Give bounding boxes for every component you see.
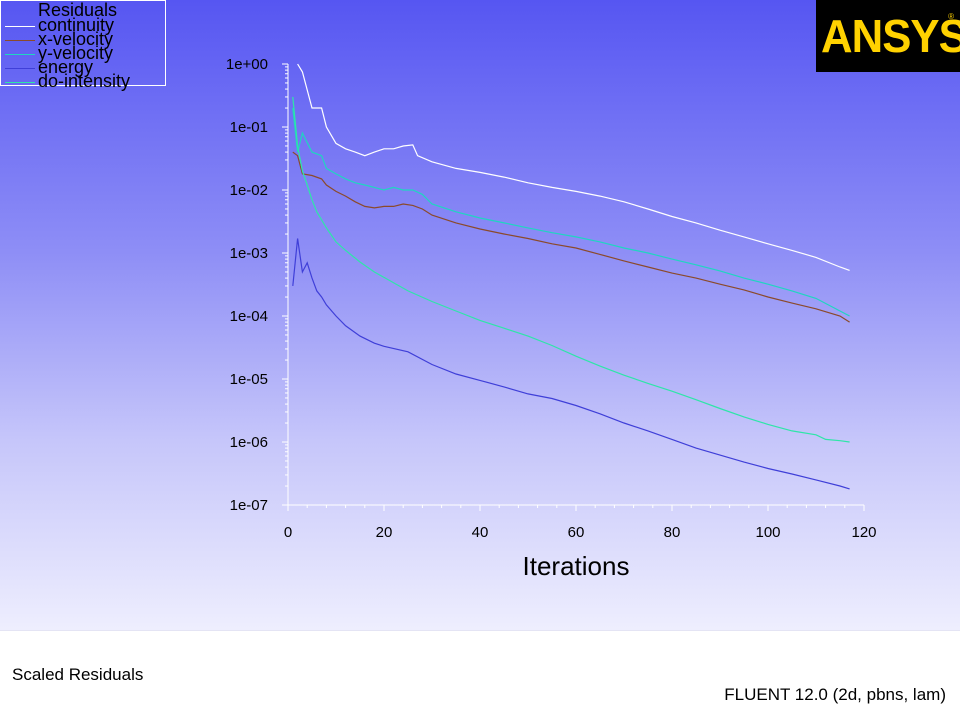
legend-swatch <box>5 40 35 41</box>
y-tick-label: 1e-01 <box>230 119 268 136</box>
legend: Residuals continuity x-velocity y-velocity… <box>0 0 167 91</box>
legend-title: Residuals <box>38 0 118 20</box>
legend-label: do-intensity <box>38 71 131 91</box>
x-tick-label: 100 <box>755 524 780 541</box>
footer-panel: Scaled Residuals FLUENT 12.0 (2d, pbns, … <box>0 630 960 720</box>
legend-item-energy: energy <box>1 57 167 77</box>
x-tick-label: 20 <box>376 524 393 541</box>
x-tick-label: 0 <box>284 524 292 541</box>
legend-label: continuity <box>38 15 115 35</box>
legend-swatch <box>5 26 35 27</box>
y-tick-label: 1e-02 <box>230 182 268 199</box>
legend-label: y-velocity <box>38 43 114 63</box>
ansys-logo: ANSYS ® <box>816 0 960 72</box>
y-tick-label: 1e-05 <box>230 371 268 388</box>
logo-text: ANSYS <box>821 10 960 62</box>
solver-version: FLUENT 12.0 (2d, pbns, lam) <box>724 685 946 704</box>
series-line-energy <box>292 238 850 490</box>
series-line-x-velocity <box>292 151 850 323</box>
logo-registered-mark: ® <box>948 12 954 21</box>
legend-item-x-velocity: x-velocity <box>1 29 167 49</box>
x-axis-label: Iterations <box>523 551 630 581</box>
legend-swatch <box>5 82 35 83</box>
legend-swatch <box>5 68 35 69</box>
legend-item-continuity: continuity <box>1 15 167 35</box>
x-tick-label: 120 <box>851 524 876 541</box>
y-tick-label: 1e-07 <box>230 497 268 514</box>
y-tick-label: 1e-04 <box>230 308 268 325</box>
series-line-y-velocity <box>292 107 850 317</box>
legend-item-do-intensity: do-intensity <box>1 71 167 91</box>
plot-caption: Scaled Residuals <box>12 665 144 684</box>
legend-label: x-velocity <box>38 29 114 49</box>
legend-swatch <box>5 54 35 55</box>
y-tick-label: 1e-06 <box>230 434 268 451</box>
series-line-do-intensity <box>292 96 850 443</box>
series-line-continuity <box>297 63 850 271</box>
legend-item-y-velocity: y-velocity <box>1 43 167 63</box>
residuals-plot: 1e+00 1e-01 1e-02 1e-03 1e-04 1e-05 1e-06 1e-07… <box>226 56 877 581</box>
graphics-window: 1e+00 1e-01 1e-02 1e-03 1e-04 1e-05 1e-06 1e-07… <box>0 0 960 630</box>
x-tick-label: 40 <box>472 524 489 541</box>
legend-label: energy <box>38 57 94 77</box>
y-tick-label: 1e-03 <box>230 245 268 262</box>
x-tick-label: 60 <box>568 524 585 541</box>
y-tick-label: 1e+00 <box>226 56 268 73</box>
x-tick-label: 80 <box>664 524 681 541</box>
